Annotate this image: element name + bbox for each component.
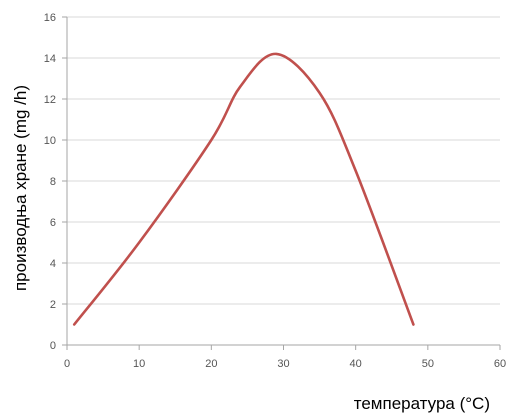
- x-tick-label-10: 10: [133, 358, 145, 370]
- y-tick-label-16: 16: [44, 12, 56, 24]
- x-axis-title: температура (°C): [354, 394, 490, 413]
- x-tick-label-0: 0: [64, 358, 70, 370]
- x-tick-label-50: 50: [422, 358, 434, 370]
- tick-labels: 0 2 4 6 8 10 12 14 16 0 10 20 30 40 50 60: [44, 12, 506, 370]
- y-tick-label-0: 0: [50, 340, 56, 352]
- y-tick-label-10: 10: [44, 135, 56, 147]
- x-tick-label-60: 60: [494, 358, 506, 370]
- grid-lines: [67, 16, 500, 305]
- series-layer: [72, 52, 415, 326]
- axes: [62, 16, 501, 350]
- y-tick-label-6: 6: [50, 217, 56, 229]
- x-tick-label-20: 20: [205, 358, 217, 370]
- series-line-0: [72, 52, 415, 326]
- x-tick-label-30: 30: [277, 358, 289, 370]
- y-tick-label-2: 2: [50, 299, 56, 311]
- y-axis-title: производња хране (mg /h): [11, 85, 30, 291]
- y-tick-label-12: 12: [44, 94, 56, 106]
- y-tick-label-14: 14: [44, 53, 56, 65]
- y-tick-label-4: 4: [50, 258, 56, 270]
- x-tick-label-40: 40: [350, 358, 362, 370]
- y-tick-label-8: 8: [50, 176, 56, 188]
